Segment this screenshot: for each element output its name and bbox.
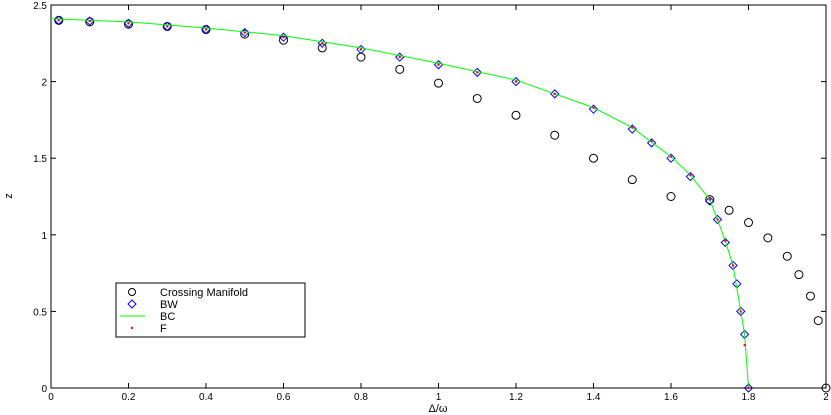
data-point: [689, 173, 692, 177]
y-tick-label: 2.5: [33, 1, 47, 12]
x-tick-label: 0.8: [354, 392, 368, 403]
x-tick-label: 1.6: [664, 392, 678, 403]
data-point: [166, 25, 169, 28]
y-tick-labels: 0 0.5 1 1.5 2 2.5: [33, 1, 47, 395]
data-point: [743, 343, 746, 347]
data-point: [511, 110, 521, 120]
x-tick-label: 0.6: [277, 392, 291, 403]
x-tick-labels: 0 0.2 0.4 0.6 0.8 1 1.2 1.4 1.6 1.8 2: [48, 392, 829, 403]
x-tick-label: 0: [48, 392, 54, 403]
data-point: [472, 93, 482, 103]
legend: Crossing Manifold BW BC F: [115, 282, 306, 338]
x-tick-label: 1: [436, 392, 442, 403]
legend-marker-bw: [127, 299, 137, 309]
data-point: [821, 383, 831, 393]
series-layer: [50, 15, 831, 393]
x-tick-label: 2: [823, 392, 829, 403]
data-point: [782, 251, 792, 261]
legend-box: [115, 282, 306, 338]
data-point: [627, 124, 637, 134]
data-point: [712, 214, 723, 225]
y-tick-label: 0.5: [33, 307, 47, 318]
y-tick-label: 2: [41, 78, 47, 89]
data-point: [720, 237, 730, 248]
data-point: [724, 239, 727, 243]
data-point: [243, 31, 246, 34]
data-point: [511, 76, 521, 87]
data-point: [592, 106, 595, 109]
data-point: [395, 64, 405, 74]
data-point: [57, 19, 60, 22]
data-point: [666, 192, 676, 201]
x-tick-label: 0.4: [199, 392, 213, 403]
data-point: [434, 78, 443, 88]
data-point: [398, 55, 401, 59]
y-tick-label: 1.5: [33, 154, 47, 165]
data-point: [716, 218, 719, 221]
legend-marker-crossing-manifold: [128, 288, 136, 296]
data-point: [708, 198, 711, 201]
data-point: [724, 205, 734, 215]
series-f: [57, 19, 750, 390]
x-tick-label: 1.2: [509, 392, 523, 403]
data-point: [728, 260, 738, 271]
data-point: [282, 35, 285, 39]
data-point: [806, 291, 815, 301]
legend-marker-f: [130, 326, 134, 330]
data-point: [736, 306, 746, 317]
data-point: [85, 17, 95, 27]
y-tick-label: 1: [41, 231, 47, 242]
data-point: [321, 42, 324, 45]
y-tick-label: 0: [41, 384, 47, 395]
y-axis-label: z: [3, 193, 15, 199]
data-point: [747, 386, 750, 390]
data-point: [550, 130, 560, 140]
legend-label-f: F: [160, 323, 167, 335]
data-point: [476, 71, 479, 74]
x-tick-label: 1.8: [742, 392, 756, 403]
x-axis-label: Δ/ω: [429, 403, 448, 415]
data-point: [204, 28, 208, 31]
data-point: [705, 196, 715, 206]
data-point: [794, 270, 804, 280]
legend-label-bw: BW: [160, 299, 178, 311]
legend-label-crossing-manifold: Crossing Manifold: [160, 287, 248, 299]
data-point: [646, 138, 657, 148]
data-point: [589, 153, 598, 163]
data-point: [437, 63, 440, 66]
legend-label-bc: BC: [160, 311, 175, 323]
data-point: [359, 48, 363, 51]
data-point: [650, 140, 653, 143]
x-tick-label: 0.2: [122, 392, 136, 403]
data-point: [685, 171, 696, 182]
data-point: [127, 22, 130, 25]
data-point: [88, 19, 91, 23]
x-tick-label: 1.4: [587, 392, 601, 403]
data-point: [813, 316, 823, 326]
data-point: [666, 153, 676, 163]
data-point: [669, 155, 673, 158]
data-point: [124, 19, 133, 29]
data-point: [240, 29, 250, 39]
data-point: [744, 218, 753, 228]
data-point: [705, 195, 715, 205]
data-point: [588, 104, 599, 114]
data-point: [739, 310, 742, 313]
data-point: [514, 80, 518, 83]
data-point: [553, 92, 556, 96]
data-point: [743, 383, 754, 393]
data-point: [731, 264, 735, 267]
data-point: [763, 233, 773, 243]
data-point: [631, 126, 634, 129]
data-point: [627, 175, 637, 185]
